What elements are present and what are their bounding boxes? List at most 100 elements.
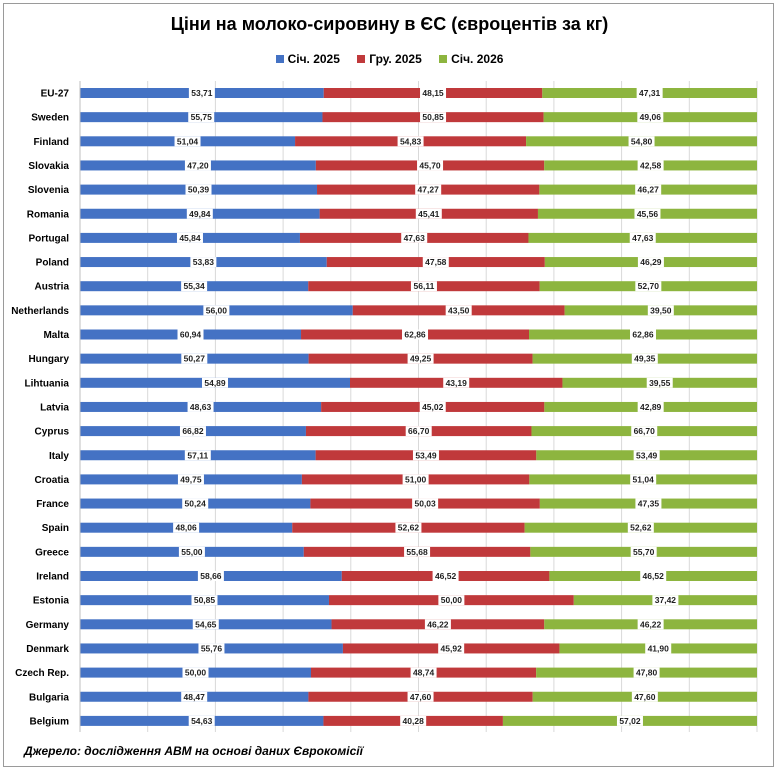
legend-swatch-jan-2026 [439, 55, 448, 63]
data-label-bg-lihtuania-s1 [202, 377, 229, 388]
data-label-bg-latvia-s1 [187, 401, 214, 412]
data-label-bg-finland-s1 [174, 136, 201, 147]
data-label-bg-greece-s1 [178, 546, 205, 557]
data-label-slovenia-s3: 46,27 [638, 185, 660, 195]
data-label-italy-s2: 53,49 [415, 450, 437, 460]
source-note: Джерело: дослідження АВМ на основі даних… [24, 744, 363, 758]
data-label-bg-austria-s1 [181, 281, 208, 292]
data-label-portugal-s3: 47,63 [632, 233, 654, 243]
category-label-sweden: Sweden [31, 113, 69, 124]
category-label-netherlands: Netherlands [11, 306, 69, 317]
data-label-czech-rep-s1: 50,00 [185, 668, 207, 678]
category-label-denmark: Denmark [26, 644, 69, 655]
data-label-bg-cyprus-s1 [179, 426, 206, 437]
data-label-bg-lihtuania-s2 [443, 377, 470, 388]
data-label-lihtuania-s1: 54,89 [204, 378, 226, 388]
data-label-bg-eu-27-s2 [420, 88, 447, 98]
data-label-bg-sweden-s2 [420, 112, 447, 123]
data-label-eu-27-s2: 48,15 [422, 88, 444, 98]
data-label-bg-slovakia-s3 [637, 160, 664, 171]
category-label-belgium: Belgium [30, 716, 70, 727]
data-label-greece-s1: 55,00 [181, 547, 203, 557]
data-label-bg-germany-s1 [192, 619, 219, 630]
data-label-slovakia-s1: 47,20 [187, 160, 209, 170]
category-label-poland: Poland [36, 258, 69, 269]
data-label-bg-finland-s3 [628, 136, 655, 147]
data-label-slovakia-s2: 45,70 [419, 160, 441, 170]
data-label-bg-lihtuania-s3 [646, 377, 673, 388]
data-label-france-s1: 50,24 [185, 499, 207, 509]
data-label-austria-s3: 52,70 [638, 281, 660, 291]
data-label-bg-france-s3 [635, 498, 662, 509]
data-label-bg-poland-s1 [190, 257, 217, 268]
data-label-hungary-s2: 49,25 [410, 354, 432, 364]
data-label-estonia-s1: 50,85 [194, 595, 216, 605]
data-label-bg-eu-27-s3 [636, 88, 663, 98]
data-label-bg-hungary-s3 [631, 353, 658, 364]
category-label-portugal: Portugal [28, 233, 69, 244]
category-label-france: France [36, 499, 69, 510]
data-label-bg-romania-s1 [186, 208, 213, 219]
category-label-greece: Greece [35, 547, 69, 558]
data-label-bg-czech-rep-s3 [633, 667, 660, 678]
data-label-bg-poland-s2 [422, 257, 449, 268]
data-label-bg-slovenia-s2 [415, 184, 442, 195]
data-label-bg-estonia-s3 [652, 595, 679, 606]
data-label-poland-s1: 53,83 [193, 257, 215, 267]
data-label-bg-denmark-s3 [645, 643, 672, 654]
data-label-sweden-s1: 55,75 [191, 112, 213, 122]
data-label-hungary-s1: 50,27 [184, 354, 206, 364]
data-label-bg-slovakia-s2 [417, 160, 444, 171]
data-label-bg-eu-27-s1 [188, 88, 215, 98]
data-label-bg-austria-s2 [410, 281, 437, 292]
data-label-ireland-s1: 58,66 [200, 571, 222, 581]
data-label-portugal-s1: 45,84 [179, 233, 201, 243]
category-label-spain: Spain [42, 523, 69, 534]
data-label-bg-france-s1 [182, 498, 209, 509]
category-label-malta: Malta [43, 330, 69, 341]
data-label-romania-s3: 45,56 [637, 209, 659, 219]
legend-label-dec-2025: Гру. 2025 [369, 52, 422, 66]
data-label-france-s3: 47,35 [638, 499, 660, 509]
legend: Січ. 2025 Гру. 2025 Січ. 2026 [0, 52, 779, 66]
data-label-cyprus-s1: 66,82 [182, 426, 204, 436]
category-label-ireland: Ireland [36, 572, 69, 583]
category-label-cyprus: Cyprus [35, 427, 70, 438]
data-label-bg-greece-s3 [630, 546, 657, 557]
data-label-bg-portugal-s1 [176, 232, 203, 243]
data-label-bg-germany-s3 [637, 619, 664, 630]
data-label-bg-italy-s2 [412, 450, 439, 461]
category-label-slovenia: Slovenia [28, 185, 70, 196]
legend-item-jan-2026: Січ. 2026 [439, 52, 503, 66]
data-label-bg-netherlands-s1 [203, 305, 230, 316]
data-label-denmark-s3: 41,90 [648, 643, 670, 653]
category-label-hungary: Hungary [28, 354, 69, 365]
data-label-bg-portugal-s2 [401, 232, 428, 243]
data-label-bg-germany-s2 [424, 619, 451, 630]
data-label-romania-s1: 49,84 [189, 209, 211, 219]
data-label-malta-s2: 62,86 [404, 330, 426, 340]
data-label-estonia-s2: 50,00 [441, 595, 463, 605]
data-label-bulgaria-s2: 47,60 [410, 692, 432, 702]
data-label-italy-s3: 53,49 [636, 450, 658, 460]
data-label-bg-cyprus-s2 [405, 426, 432, 437]
data-label-bg-bulgaria-s2 [407, 691, 434, 702]
data-label-cyprus-s2: 66,70 [408, 426, 430, 436]
category-label-romania: Romania [27, 209, 70, 220]
data-label-slovakia-s3: 42,58 [640, 160, 662, 170]
data-label-portugal-s2: 47,63 [404, 233, 426, 243]
chart-title: Ціни на молоко-сировину в ЄС (євроцентів… [170, 14, 609, 34]
data-label-cyprus-s3: 66,70 [634, 426, 656, 436]
data-label-bg-greece-s2 [404, 546, 431, 557]
data-label-eu-27-s1: 53,71 [191, 88, 213, 98]
data-label-bg-belgium-s2 [400, 715, 427, 726]
data-label-belgium-s1: 54,63 [191, 716, 213, 726]
data-label-finland-s3: 54,80 [631, 136, 653, 146]
data-label-netherlands-s3: 39,50 [650, 305, 672, 315]
category-label-latvia: Latvia [40, 402, 69, 413]
data-label-austria-s2: 56,11 [414, 281, 435, 291]
category-label-austria: Austria [35, 282, 70, 293]
data-label-bg-malta-s3 [630, 329, 657, 340]
data-label-bg-ireland-s3 [640, 571, 667, 581]
